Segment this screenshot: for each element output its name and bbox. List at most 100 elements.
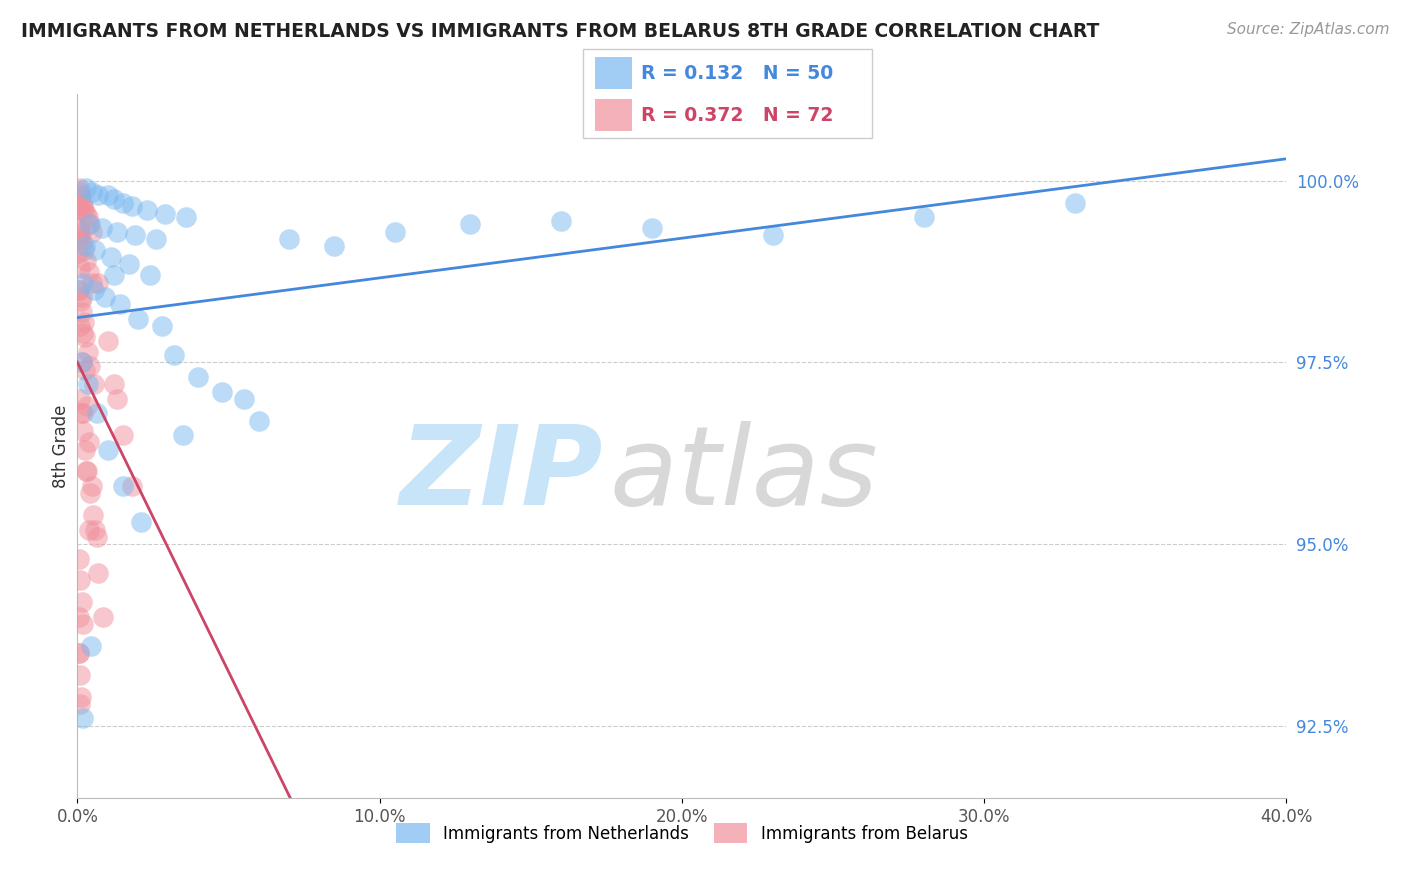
Point <box>69 225 91 239</box>
Point <box>70 304 93 318</box>
Point <box>83 283 105 297</box>
Point <box>79 486 101 500</box>
Legend: Immigrants from Netherlands, Immigrants from Belarus: Immigrants from Netherlands, Immigrants … <box>389 816 974 850</box>
Point <box>111 195 134 210</box>
Point <box>124 228 146 243</box>
Point <box>172 428 194 442</box>
Point <box>127 311 149 326</box>
Point <box>77 523 100 537</box>
Point <box>76 465 98 479</box>
Point <box>82 479 104 493</box>
Point <box>69 697 91 711</box>
Point <box>70 355 93 369</box>
Point <box>67 551 90 566</box>
Point <box>323 239 346 253</box>
Point <box>187 370 209 384</box>
Point <box>70 406 93 420</box>
Point <box>129 516 152 530</box>
Point <box>79 218 101 232</box>
Point <box>87 566 110 581</box>
Point <box>67 202 90 217</box>
Bar <box>595 57 633 89</box>
Y-axis label: 8th Grade: 8th Grade <box>52 404 70 488</box>
Point <box>145 232 167 246</box>
Point <box>174 210 197 224</box>
Point <box>75 465 97 479</box>
FancyBboxPatch shape <box>583 49 872 138</box>
Point <box>75 181 97 195</box>
Point <box>72 617 94 632</box>
Point <box>87 188 110 202</box>
Point <box>163 348 186 362</box>
Point <box>82 508 104 522</box>
Point <box>76 344 98 359</box>
Point <box>641 221 664 235</box>
Point <box>111 428 134 442</box>
Point <box>73 316 96 330</box>
Point <box>69 646 91 660</box>
Point <box>73 442 96 457</box>
Point <box>121 199 143 213</box>
Text: ZIP: ZIP <box>399 421 603 528</box>
Point <box>83 377 105 392</box>
Point <box>135 202 157 217</box>
Point <box>96 334 118 348</box>
Point <box>96 188 118 202</box>
Point <box>69 185 91 199</box>
Point <box>69 260 91 275</box>
Point <box>912 210 935 224</box>
Point <box>118 257 141 271</box>
Point <box>150 319 173 334</box>
Point <box>72 326 94 341</box>
Point <box>278 232 301 246</box>
Point <box>79 218 101 232</box>
Point <box>79 359 101 373</box>
Point <box>80 276 103 290</box>
Point <box>247 413 270 427</box>
Point <box>70 228 93 243</box>
Point <box>458 218 481 232</box>
Point <box>69 293 91 308</box>
Point <box>84 523 107 537</box>
Bar <box>595 99 633 131</box>
Point <box>76 399 98 413</box>
Point <box>139 268 162 283</box>
Point <box>79 435 101 450</box>
Point <box>75 206 97 220</box>
Point <box>82 225 104 239</box>
Point <box>103 377 125 392</box>
Point <box>90 221 112 235</box>
Point <box>82 185 104 199</box>
Point <box>70 192 93 206</box>
Point <box>72 425 94 439</box>
Point <box>67 221 90 235</box>
Point <box>70 290 93 304</box>
Point <box>121 479 143 493</box>
Point <box>70 355 93 369</box>
Point <box>77 210 100 224</box>
Point <box>232 392 254 406</box>
Point <box>67 181 90 195</box>
Point <box>72 711 94 725</box>
Point <box>77 377 100 392</box>
Point <box>69 392 91 406</box>
Point <box>70 690 93 704</box>
Point <box>75 330 97 344</box>
Point <box>69 574 91 588</box>
Point <box>73 239 96 253</box>
Point <box>91 609 114 624</box>
Point <box>103 268 125 283</box>
Point <box>70 595 93 609</box>
Point <box>77 265 100 279</box>
Point <box>72 276 94 290</box>
Point <box>73 243 96 257</box>
Point <box>84 243 107 257</box>
Point <box>73 202 96 217</box>
Point <box>69 232 91 246</box>
Point <box>1064 195 1087 210</box>
Point <box>67 283 90 297</box>
Point <box>762 228 785 243</box>
Text: atlas: atlas <box>609 421 877 528</box>
Point <box>69 283 91 297</box>
Point <box>72 235 94 250</box>
